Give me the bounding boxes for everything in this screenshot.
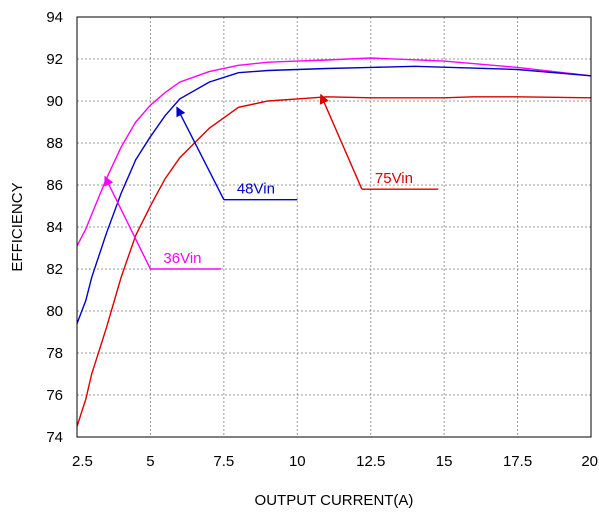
annotation-label-48vin: 48Vin	[237, 181, 275, 198]
annotation-label-36vin: 36Vin	[163, 250, 201, 267]
y-tick-label: 82	[46, 261, 63, 278]
x-axis-title: OUTPUT CURRENT(A)	[255, 492, 414, 509]
annotation-arrow-48vin	[176, 106, 225, 201]
series-lines	[76, 57, 592, 427]
y-tick-label: 94	[46, 9, 63, 26]
x-tick-label: 10	[289, 453, 306, 470]
x-tick-label: 15	[436, 453, 453, 470]
y-axis-title: EFFICIENCY	[9, 182, 26, 271]
annotation-arrow-36vin	[104, 175, 152, 270]
plot-frame	[76, 16, 592, 438]
series-line-48vin	[76, 65, 592, 324]
series-line-75vin	[76, 96, 592, 427]
tick-labels: 74 76 78 80 82 84 86 88 90 92 94 2.5 5 7.5 10 12.5 15 17.…	[46, 9, 598, 470]
x-tick-label: 20	[581, 453, 598, 470]
y-tick-label: 74	[46, 429, 63, 446]
x-tick-label: 12.5	[356, 453, 385, 470]
y-tick-label: 88	[46, 135, 63, 152]
annotation-arrow-75vin	[319, 93, 363, 190]
x-tick-label: 5	[146, 453, 154, 470]
y-tick-label: 80	[46, 303, 63, 320]
grid-lines	[77, 17, 591, 437]
y-tick-label: 90	[46, 93, 63, 110]
series-annotations: 36Vin 48Vin 75Vin	[104, 93, 439, 270]
y-tick-label: 86	[46, 177, 63, 194]
y-tick-label: 92	[46, 51, 63, 68]
x-tick-label: 2.5	[72, 453, 93, 470]
y-tick-label: 78	[46, 345, 63, 362]
y-tick-label: 76	[46, 387, 63, 404]
annotation-label-75vin: 75Vin	[375, 170, 413, 187]
x-tick-label: 7.5	[213, 453, 234, 470]
y-tick-label: 84	[46, 219, 63, 236]
x-tick-label: 17.5	[503, 453, 532, 470]
series-line-36vin	[76, 57, 592, 247]
